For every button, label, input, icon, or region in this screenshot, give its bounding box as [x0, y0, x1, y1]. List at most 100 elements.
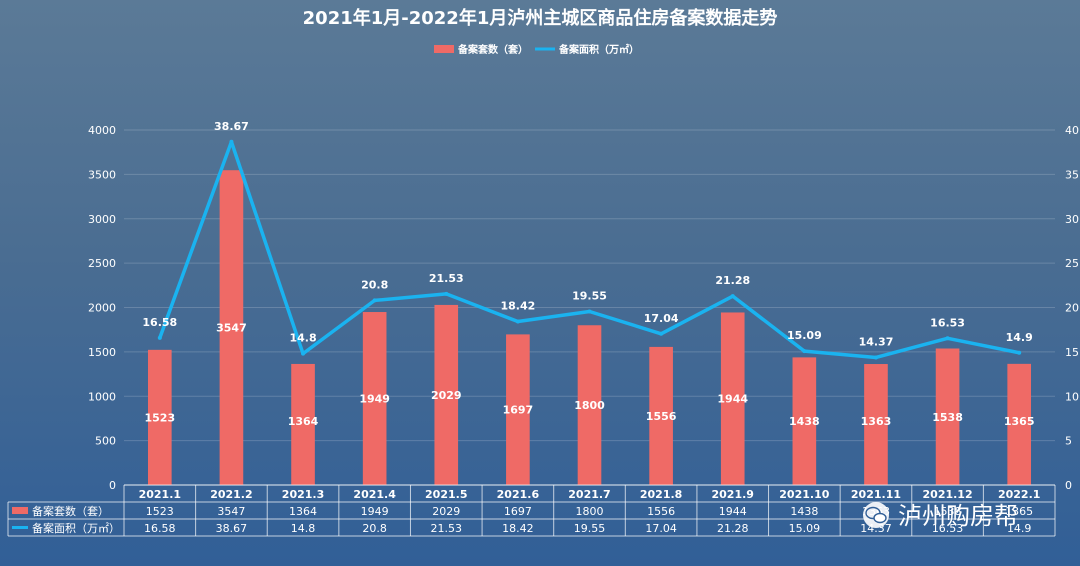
bar-data-label: 1438	[789, 415, 820, 428]
bar	[506, 334, 530, 485]
y-right-tick-label: 5	[1065, 435, 1072, 448]
bar	[1007, 363, 1032, 485]
bar-data-label: 1523	[144, 411, 175, 424]
table-cell: 1523	[146, 505, 174, 518]
table-cell: 38.67	[216, 522, 248, 535]
bar	[649, 346, 673, 485]
table-cell: 14.9	[1007, 522, 1032, 535]
table-cell: 16.58	[144, 522, 176, 535]
table-cell: 21.53	[431, 522, 463, 535]
line-data-label: 21.53	[429, 272, 464, 285]
y-left-tick-label: 4000	[88, 124, 116, 137]
line-data-label: 15.09	[787, 329, 822, 342]
line-data-label: 20.8	[361, 278, 388, 291]
watermark: 泸州购房帮	[863, 502, 1018, 530]
bar-data-label: 1364	[288, 415, 319, 428]
y-right-tick-label: 35	[1065, 168, 1079, 181]
line-point	[945, 336, 950, 341]
table-cell: 1364	[289, 505, 317, 518]
y-right-tick-label: 40	[1065, 124, 1079, 137]
line-point	[587, 309, 592, 314]
bar-series	[147, 170, 1032, 486]
bar	[720, 312, 745, 485]
watermark-text: 泸州购房帮	[898, 502, 1018, 530]
table-cell: 19.55	[574, 522, 606, 535]
bar-data-label: 3547	[216, 322, 247, 335]
x-tick-label: 2021.3	[282, 488, 324, 501]
bar-data-label: 1556	[646, 410, 677, 423]
line-data-label: 14.9	[1006, 331, 1033, 344]
bar	[935, 348, 960, 485]
bar-data-label: 1363	[861, 415, 892, 428]
data-labels: 1523 3547 1364 1949 2029 1697 1800 1556 1944 1438…	[142, 120, 1034, 428]
line-point	[1017, 350, 1022, 355]
bar	[147, 349, 172, 485]
x-tick-label: 2021.2	[210, 488, 252, 501]
line-data-label: 21.28	[715, 274, 750, 287]
table-cell: 1944	[719, 505, 747, 518]
x-tick-label: 2021.11	[851, 488, 901, 501]
bar-data-label: 1538	[932, 411, 963, 424]
x-tick-label: 2022.1	[998, 488, 1040, 501]
table-cell: 18.42	[502, 522, 534, 535]
table-cell: 1438	[790, 505, 818, 518]
y-left-tick-label: 3500	[88, 168, 116, 181]
legend-bar-swatch	[434, 45, 454, 53]
bar-data-label: 1944	[717, 393, 748, 406]
table-row-header: 备案套数（套）	[32, 504, 109, 518]
y-axis-right: 0 5 10 15 20 25 30 35 40	[1065, 124, 1079, 492]
bar-data-label: 1697	[503, 404, 534, 417]
x-tick-label: 2021.9	[712, 488, 754, 501]
bar-data-label: 1949	[359, 393, 390, 406]
table-row-header: 备案面积（万㎡）	[32, 521, 120, 535]
table-cell: 14.8	[291, 522, 316, 535]
bar	[792, 357, 817, 485]
table-cell: 2029	[432, 505, 460, 518]
bar-data-label: 1365	[1004, 415, 1035, 428]
line-series	[157, 139, 1022, 360]
table-cell: 17.04	[645, 522, 677, 535]
line-data-label: 17.04	[644, 312, 679, 325]
line-point	[873, 355, 878, 360]
bar	[434, 304, 459, 485]
table-cell: 1556	[647, 505, 675, 518]
line-point	[802, 349, 807, 354]
chart-title: 2021年1月-2022年1月泸州主城区商品住房备案数据走势	[303, 7, 778, 29]
line-point	[730, 294, 735, 299]
line-point	[301, 351, 306, 356]
x-tick-label: 2021.5	[425, 488, 467, 501]
bar	[291, 363, 315, 485]
table-cell: 3547	[217, 505, 245, 518]
y-right-tick-label: 0	[1065, 479, 1072, 492]
line-data-label: 18.42	[500, 300, 535, 313]
y-left-tick-label: 1500	[88, 346, 116, 359]
bar	[362, 312, 387, 485]
y-left-tick-label: 3000	[88, 213, 116, 226]
table-cell: 1538	[934, 505, 962, 518]
line-data-label: 16.58	[142, 316, 177, 329]
line-point	[372, 298, 377, 303]
x-tick-label: 2021.8	[640, 488, 682, 501]
line-point	[659, 331, 664, 336]
x-tick-label: 2021.7	[568, 488, 610, 501]
legend-bar-label: 备案套数（套）	[457, 43, 528, 56]
table-cell: 16.53	[932, 522, 964, 535]
y-left-tick-label: 0	[109, 479, 116, 492]
table-cell: 1949	[361, 505, 389, 518]
x-tick-label: 2021.1	[139, 488, 181, 501]
y-left-tick-label: 2000	[88, 302, 116, 315]
y-right-tick-label: 15	[1065, 346, 1079, 359]
table-cell: 21.28	[717, 522, 749, 535]
data-table: 2021.1 2021.2 2021.3 2021.4 2021.5 2021.6 2021…	[7, 484, 1056, 537]
x-tick-label: 2021.6	[497, 488, 540, 501]
line-data-label: 38.67	[214, 120, 249, 133]
y-left-tick-label: 2500	[88, 257, 116, 270]
x-tick-label: 2021.4	[353, 488, 396, 501]
wechat-icon	[863, 502, 889, 528]
table-cell: 1800	[576, 505, 604, 518]
table-cell: 1365	[1005, 505, 1033, 518]
y-left-tick-label: 1000	[88, 390, 116, 403]
line-data-label: 14.8	[289, 332, 316, 345]
y-right-tick-label: 30	[1065, 213, 1079, 226]
